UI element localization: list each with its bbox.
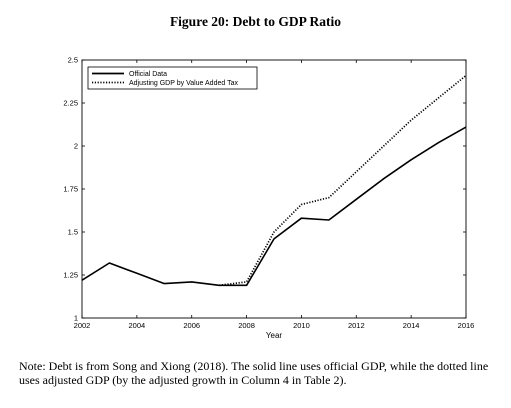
legend-label-official: Official Data — [129, 71, 167, 78]
x-tick-label: 2004 — [129, 321, 146, 330]
y-tick-label: 2.25 — [63, 99, 78, 108]
y-tick-label: 1 — [74, 314, 78, 323]
legend: Official Data Adjusting GDP by Value Add… — [87, 66, 258, 90]
y-axis: 1 1.25 1.5 1.75 2 2.25 2.5 — [63, 56, 466, 323]
x-tick-label: 2016 — [458, 321, 475, 330]
x-axis: 2002 2004 2006 2008 2010 2012 2014 2016 — [74, 60, 475, 330]
series-line-adjusted — [218, 74, 467, 287]
x-tick-label: 2014 — [403, 321, 420, 330]
figure-note: Note: Debt is from Song and Xiong (2018)… — [19, 359, 489, 387]
figure-title: Figure 20: Debt to GDP Ratio — [169, 14, 342, 29]
x-tick-label: 2010 — [293, 321, 310, 330]
series-layer — [81, 74, 467, 287]
x-tick-label: 2012 — [348, 321, 365, 330]
y-tick-label: 1.25 — [63, 271, 78, 280]
x-tick-label: 2002 — [74, 321, 91, 330]
x-tick-label: 2006 — [183, 321, 200, 330]
legend-label-adjusted: Adjusting GDP by Value Added Tax — [129, 80, 238, 87]
plot-frame — [81, 59, 467, 319]
legend-box — [87, 66, 258, 90]
y-tick-label: 2 — [74, 142, 78, 151]
y-tick-label: 2.5 — [68, 56, 78, 65]
y-tick-label: 1.75 — [63, 185, 78, 194]
line-chart: 2002 2004 2006 2008 2010 2012 2014 2016 1 1.25 1.… — [63, 56, 475, 341]
y-tick-label: 1.5 — [68, 228, 78, 237]
x-axis-label: Year — [266, 331, 283, 340]
x-tick-label: 2008 — [238, 321, 255, 330]
series-line-official — [81, 126, 467, 287]
